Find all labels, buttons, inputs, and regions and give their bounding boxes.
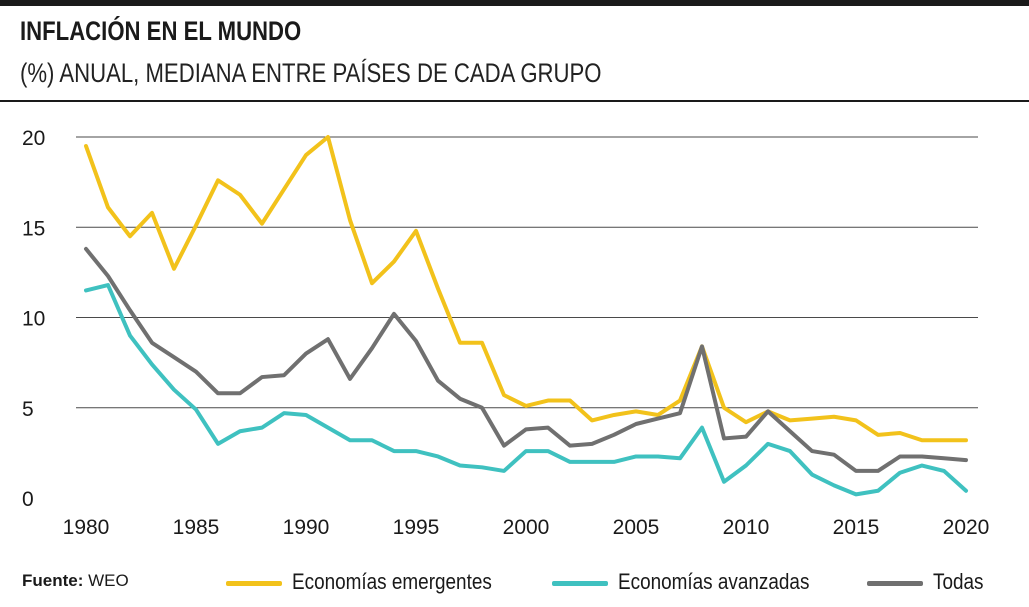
source-value: WEO (88, 571, 129, 590)
x-tick-label: 1985 (173, 516, 220, 539)
legend-swatch-emergentes (226, 581, 282, 586)
series-line-emergentes (84, 135, 968, 443)
series-lines (84, 135, 968, 497)
x-tick-label: 2010 (723, 516, 770, 539)
x-tick-label: 2015 (833, 516, 880, 539)
legend-label-avanzadas: Economías avanzadas (618, 569, 810, 594)
y-tick-label: 0 (22, 488, 34, 511)
series-line-todas (84, 246, 968, 473)
x-tick-label: 1990 (283, 516, 330, 539)
legend-swatch-avanzadas (552, 581, 608, 586)
source-label: Fuente: (22, 571, 84, 590)
x-tick-label: 1995 (393, 516, 440, 539)
source-note: Fuente: WEO (22, 571, 129, 591)
header-divider (0, 100, 1029, 102)
top-rule (0, 0, 1029, 6)
x-tick-label: 1980 (63, 516, 110, 539)
series-line-avanzadas (84, 283, 968, 497)
chart-title: INFLACIÓN EN EL MUNDO (20, 16, 302, 46)
x-tick-label: 2000 (503, 516, 550, 539)
legend-swatch-todas (867, 581, 923, 586)
chart-subtitle: (%) ANUAL, MEDIANA ENTRE PAÍSES DE CADA … (20, 58, 602, 88)
y-tick-label: 15 (22, 217, 45, 240)
x-tick-label: 2020 (943, 516, 990, 539)
y-axis-ticks: 0 5 10 15 20 (22, 127, 45, 511)
x-tick-label: 2005 (613, 516, 660, 539)
x-axis-ticks: 1980 1985 1990 1995 2000 2005 2010 2015 2020 (63, 516, 990, 539)
legend-label-emergentes: Economías emergentes (292, 569, 492, 594)
y-tick-label: 5 (22, 398, 34, 421)
y-tick-label: 20 (22, 127, 45, 150)
gridlines (76, 136, 978, 409)
y-tick-label: 10 (22, 308, 45, 331)
legend-label-todas: Todas (933, 569, 984, 594)
